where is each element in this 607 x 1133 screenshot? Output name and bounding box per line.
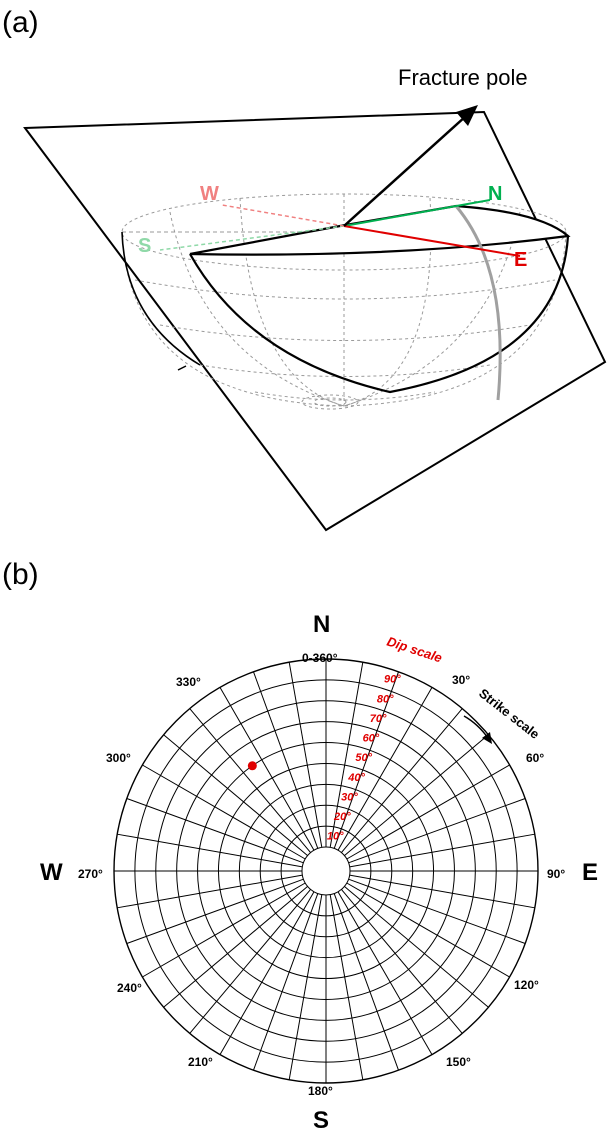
strike-radial-line xyxy=(329,662,364,848)
great-circle xyxy=(189,235,570,394)
dip-tick-70: 70° xyxy=(370,713,387,725)
north-line xyxy=(343,199,491,227)
strike-radial-line xyxy=(333,671,399,849)
strike-radial-line xyxy=(288,894,323,1080)
strike-tick-120: 120° xyxy=(514,978,539,992)
strike-tick-210: 210° xyxy=(188,1055,213,1069)
plane-stub xyxy=(177,365,187,371)
south-line xyxy=(159,225,345,251)
strike-radial-line xyxy=(126,878,304,944)
north-label-a: N xyxy=(488,183,502,205)
strike-tick-90: 90° xyxy=(547,867,565,881)
fracture-plane xyxy=(23,110,607,532)
strike-radial-line xyxy=(333,893,399,1071)
polar-grid xyxy=(113,658,539,1084)
compass-north: N xyxy=(313,611,330,638)
strike-radial-line xyxy=(348,798,526,864)
strike-tick-150: 150° xyxy=(446,1055,471,1069)
south-label-a: S xyxy=(138,235,151,257)
strike-radial-line xyxy=(117,874,303,909)
panel-a-label: (a) xyxy=(2,6,39,39)
plane-cut-edge xyxy=(189,204,571,256)
hemisphere-outline xyxy=(121,231,201,366)
strike-radial-line xyxy=(288,662,323,848)
strike-radial-line xyxy=(341,889,463,1034)
panel-a: (a) xyxy=(2,6,607,532)
strike-radial-line xyxy=(117,833,303,868)
dip-tick-50: 50° xyxy=(355,752,372,764)
strike-radial-line xyxy=(142,764,306,860)
strike-tick-300: 300° xyxy=(106,751,131,765)
strike-radial-line xyxy=(344,886,489,1008)
east-label-a: E xyxy=(514,249,527,271)
panel-b: (b) N S W E 0-360° 30° 60° 90° 120° 150°… xyxy=(2,558,598,1133)
dip-tick-10: 10° xyxy=(327,831,344,843)
strike-tick-240: 240° xyxy=(117,981,142,995)
dip-ring xyxy=(301,846,351,896)
strike-tick-30: 30° xyxy=(452,673,470,687)
fracture-pole-arrow xyxy=(343,115,467,227)
strike-radial-line xyxy=(163,886,308,1008)
strike-radial-line xyxy=(341,708,463,853)
strike-radial-line xyxy=(189,708,311,853)
strike-scale-arrowhead xyxy=(482,732,492,744)
strike-radial-line xyxy=(253,893,319,1071)
fracture-pole-label: Fracture pole xyxy=(398,65,528,90)
strike-radial-line xyxy=(337,891,433,1055)
dip-tick-labels: 10° 20° 30° 40° 50° 60° 70° 80° 90° xyxy=(327,674,401,843)
strike-radial-line xyxy=(337,687,433,851)
fracture-pole-arrowhead xyxy=(456,105,478,126)
strike-radial-line xyxy=(189,889,311,1034)
strike-radial-line xyxy=(349,874,535,909)
compass-south: S xyxy=(313,1107,329,1133)
strike-radial-line xyxy=(126,798,304,864)
strike-radial-line xyxy=(346,882,510,978)
strike-radial-line xyxy=(349,833,535,868)
dip-scale-label: Dip scale xyxy=(385,634,444,666)
strike-radial-line xyxy=(219,687,315,851)
strike-tick-0: 0-360° xyxy=(302,651,338,665)
strike-tick-270: 270° xyxy=(78,867,103,881)
strike-radial-line xyxy=(219,891,315,1055)
strike-radial-line xyxy=(142,882,306,978)
dip-tick-20: 20° xyxy=(333,811,351,823)
strike-tick-330: 330° xyxy=(176,675,201,689)
strike-scale-label: Strike scale xyxy=(476,686,542,742)
strike-radial-line xyxy=(253,671,319,849)
meridian-line xyxy=(454,205,502,401)
dip-tick-80: 80° xyxy=(377,693,394,705)
panel-b-label: (b) xyxy=(2,558,39,591)
dip-tick-90: 90° xyxy=(384,674,401,686)
dip-tick-30: 30° xyxy=(341,791,358,803)
strike-radial-line xyxy=(163,734,308,856)
fracture-pole-point xyxy=(247,761,257,771)
strike-tick-60: 60° xyxy=(526,751,544,765)
strike-radial-line xyxy=(344,734,489,856)
strike-tick-180: 180° xyxy=(308,1084,333,1098)
strike-radial-line xyxy=(346,764,510,860)
east-line xyxy=(343,225,521,257)
dip-tick-60: 60° xyxy=(363,733,380,745)
west-label-a: W xyxy=(200,183,219,205)
compass-west: W xyxy=(40,859,63,886)
dip-tick-40: 40° xyxy=(347,772,365,784)
strike-radial-line xyxy=(348,878,526,944)
strike-radial-line xyxy=(329,894,364,1080)
strike-scale-arrow xyxy=(463,715,489,739)
compass-east: E xyxy=(582,859,598,886)
